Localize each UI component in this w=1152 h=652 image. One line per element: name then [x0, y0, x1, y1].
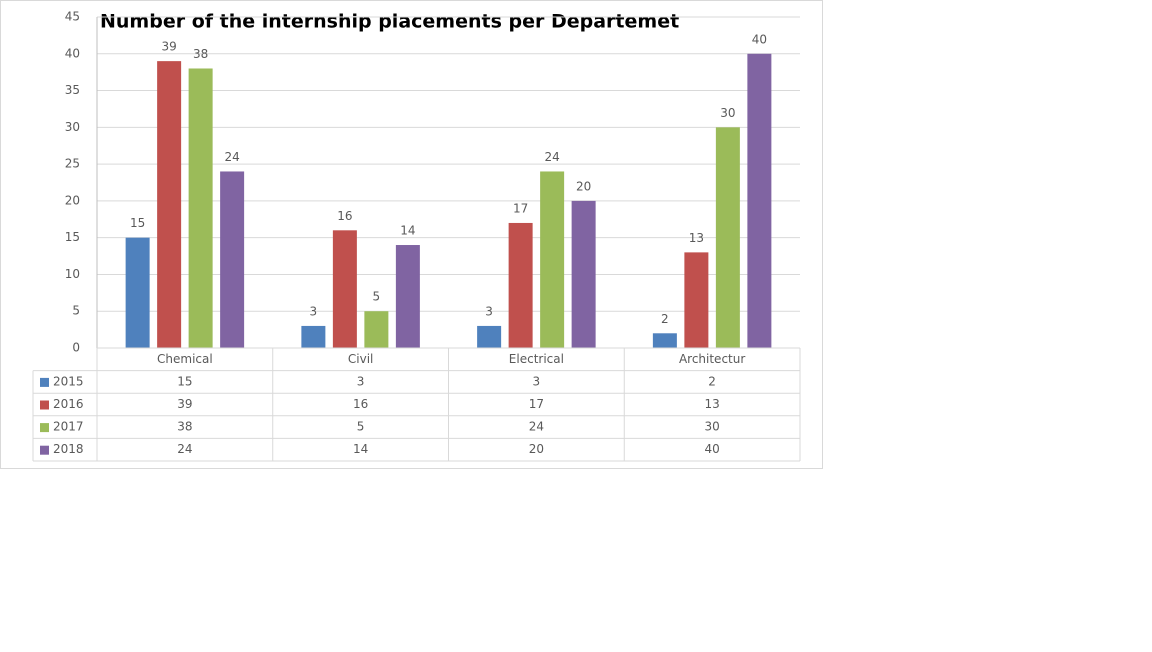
- y-tick-label: 0: [72, 341, 80, 355]
- bar: [220, 171, 245, 348]
- table-cell: 16: [353, 397, 368, 411]
- data-label: 24: [224, 150, 239, 164]
- table-cell: 30: [704, 420, 719, 434]
- data-label: 13: [689, 231, 704, 245]
- table-cell: 13: [704, 397, 719, 411]
- data-label: 38: [193, 47, 208, 61]
- data-label: 17: [513, 201, 528, 215]
- data-label: 39: [161, 40, 176, 54]
- y-tick-label: 5: [72, 304, 80, 318]
- data-label: 14: [400, 224, 415, 238]
- data-label: 16: [337, 209, 352, 223]
- bar: [188, 68, 213, 348]
- y-tick-label: 30: [65, 120, 80, 134]
- table-cell: 14: [353, 442, 368, 456]
- legend-key: [40, 445, 49, 455]
- table-cell: 20: [529, 442, 544, 456]
- y-tick-label: 35: [65, 83, 80, 97]
- data-label: 40: [752, 32, 767, 46]
- legend-label: 2016: [53, 397, 84, 411]
- table-cell: 3: [357, 374, 365, 388]
- x-tick-label: Architectur: [679, 352, 745, 366]
- bar: [125, 237, 150, 348]
- y-tick-label: 20: [65, 193, 80, 207]
- data-label: 5: [373, 290, 381, 304]
- x-tick-label: Electrical: [509, 352, 564, 366]
- bar: [395, 245, 420, 348]
- bar: [540, 171, 565, 348]
- bar: [747, 53, 772, 349]
- table-cell: 38: [177, 420, 192, 434]
- y-tick-label: 40: [65, 46, 80, 60]
- y-tick-label: 45: [65, 10, 80, 24]
- table-cell: 3: [533, 374, 541, 388]
- table-cell: 24: [177, 442, 192, 456]
- data-label: 2: [661, 312, 669, 326]
- bar: [301, 325, 326, 348]
- table-cell: 5: [357, 420, 365, 434]
- bar: [715, 127, 740, 348]
- bar: [571, 200, 596, 348]
- legend-key: [40, 377, 49, 387]
- legend-label: 2015: [53, 374, 84, 388]
- data-label: 3: [485, 304, 493, 318]
- legend-key: [40, 423, 49, 433]
- chart-frame: [0, 0, 823, 469]
- legend-label: 2017: [53, 420, 84, 434]
- bar: [508, 222, 533, 348]
- chart-title: Number of the internship placements per …: [100, 11, 679, 33]
- data-label: 20: [576, 179, 591, 193]
- y-tick-label: 10: [65, 267, 80, 281]
- y-tick-label: 25: [65, 157, 80, 171]
- data-label: 3: [310, 304, 318, 318]
- bar: [652, 333, 677, 348]
- table-cell: 17: [529, 397, 544, 411]
- table-cell: 2: [708, 374, 716, 388]
- data-label: 24: [544, 150, 559, 164]
- legend-key: [40, 400, 49, 410]
- table-cell: 15: [177, 374, 192, 388]
- bar: [477, 325, 502, 348]
- bar: [157, 61, 182, 349]
- table-cell: 39: [177, 397, 192, 411]
- x-tick-label: Chemical: [157, 352, 213, 366]
- data-label: 15: [130, 216, 145, 230]
- y-tick-label: 15: [65, 230, 80, 244]
- bar: [364, 311, 389, 348]
- table-cell: 24: [529, 420, 544, 434]
- x-tick-label: Civil: [348, 352, 373, 366]
- data-label: 30: [720, 106, 735, 120]
- bar: [684, 252, 709, 348]
- bar: [332, 230, 357, 348]
- legend-label: 2018: [53, 442, 84, 456]
- table-cell: 40: [704, 442, 719, 456]
